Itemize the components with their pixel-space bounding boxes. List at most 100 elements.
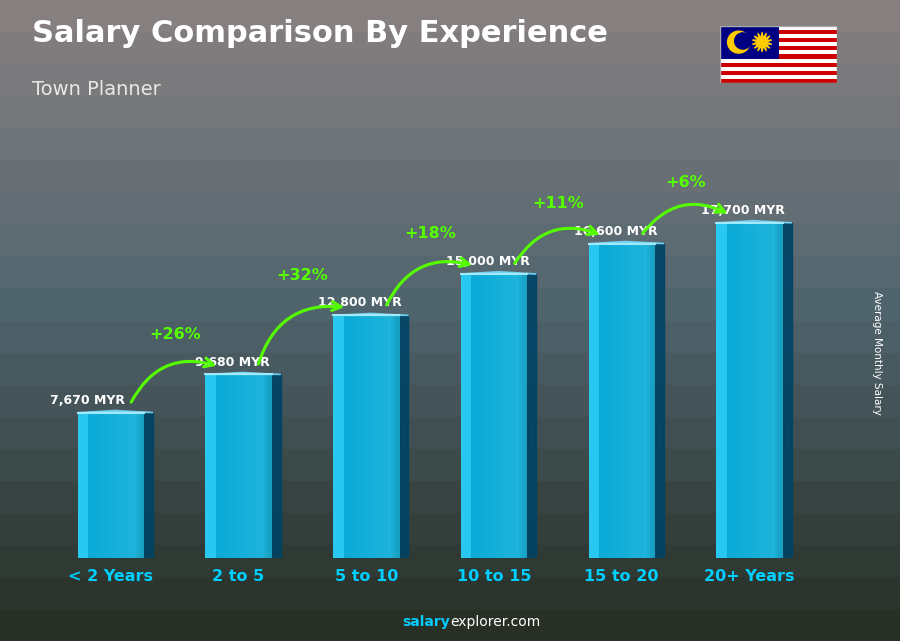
Bar xyxy=(80,413,83,558)
Bar xyxy=(266,374,269,558)
Bar xyxy=(730,222,733,558)
Bar xyxy=(631,244,634,558)
Bar xyxy=(720,38,837,42)
Bar xyxy=(612,244,616,558)
Bar xyxy=(720,26,778,58)
Bar xyxy=(525,274,527,558)
Polygon shape xyxy=(783,222,792,558)
Bar xyxy=(341,315,344,558)
Bar xyxy=(727,222,730,558)
Polygon shape xyxy=(752,32,772,52)
Polygon shape xyxy=(205,372,281,374)
Bar xyxy=(383,315,386,558)
Bar xyxy=(724,222,727,558)
Bar xyxy=(338,315,341,558)
Bar xyxy=(242,374,246,558)
Bar xyxy=(130,413,133,558)
Bar xyxy=(506,274,508,558)
Bar xyxy=(216,374,219,558)
Text: explorer.com: explorer.com xyxy=(450,615,540,629)
Bar xyxy=(737,222,741,558)
Bar xyxy=(517,274,519,558)
Bar xyxy=(96,413,99,558)
Bar xyxy=(756,222,759,558)
Text: Average Monthly Salary: Average Monthly Salary xyxy=(872,290,883,415)
Bar xyxy=(610,244,613,558)
Bar xyxy=(211,374,213,558)
Text: +26%: +26% xyxy=(148,327,201,342)
Bar xyxy=(720,26,837,29)
Bar xyxy=(482,274,485,558)
Polygon shape xyxy=(527,274,536,558)
Bar xyxy=(720,34,837,38)
Bar xyxy=(720,63,837,67)
Text: +32%: +32% xyxy=(276,268,328,283)
Bar xyxy=(256,374,258,558)
Bar xyxy=(141,413,144,558)
Text: +18%: +18% xyxy=(404,226,456,241)
Circle shape xyxy=(727,31,750,53)
Bar xyxy=(720,71,837,75)
Bar xyxy=(355,315,357,558)
Bar xyxy=(745,222,748,558)
Bar xyxy=(495,274,498,558)
Bar xyxy=(245,374,248,558)
Text: 7,670 MYR: 7,670 MYR xyxy=(50,394,125,406)
Bar xyxy=(86,413,88,558)
Bar xyxy=(466,274,469,558)
Bar xyxy=(102,413,104,558)
Bar xyxy=(99,413,102,558)
Bar xyxy=(719,222,722,558)
Bar xyxy=(770,222,772,558)
Polygon shape xyxy=(400,315,409,558)
Bar xyxy=(498,274,500,558)
Bar xyxy=(751,222,753,558)
Bar xyxy=(120,413,122,558)
Bar xyxy=(589,244,591,558)
Text: Town Planner: Town Planner xyxy=(32,80,160,99)
Bar xyxy=(511,274,514,558)
Bar xyxy=(772,222,775,558)
Bar xyxy=(720,54,837,58)
Bar xyxy=(720,75,837,79)
Bar xyxy=(720,58,837,63)
Bar xyxy=(133,413,136,558)
Bar xyxy=(639,244,642,558)
Bar xyxy=(599,244,602,558)
Bar xyxy=(373,315,375,558)
Bar xyxy=(764,222,767,558)
Bar xyxy=(716,222,719,558)
Text: 17,700 MYR: 17,700 MYR xyxy=(701,204,785,217)
Text: +6%: +6% xyxy=(665,175,706,190)
Polygon shape xyxy=(716,221,792,222)
Bar xyxy=(370,315,373,558)
Bar xyxy=(264,374,266,558)
Text: 9,680 MYR: 9,680 MYR xyxy=(194,356,269,369)
Bar xyxy=(636,244,639,558)
Bar xyxy=(128,413,130,558)
Bar xyxy=(503,274,506,558)
Text: 16,600 MYR: 16,600 MYR xyxy=(573,224,657,238)
Bar xyxy=(480,274,482,558)
Bar xyxy=(469,274,472,558)
Bar xyxy=(344,315,346,558)
Bar xyxy=(381,315,383,558)
Bar xyxy=(753,222,756,558)
Bar xyxy=(205,374,208,558)
Bar xyxy=(227,374,230,558)
Bar xyxy=(269,374,272,558)
Bar xyxy=(620,244,623,558)
Bar xyxy=(114,413,118,558)
Bar xyxy=(336,315,338,558)
Text: 12,800 MYR: 12,800 MYR xyxy=(318,297,401,310)
Bar xyxy=(591,244,594,558)
Bar xyxy=(628,244,631,558)
Bar xyxy=(386,315,389,558)
Bar xyxy=(485,274,488,558)
Bar xyxy=(647,244,650,558)
Bar xyxy=(615,244,618,558)
Bar xyxy=(91,413,94,558)
Polygon shape xyxy=(461,272,536,274)
Text: 15,000 MYR: 15,000 MYR xyxy=(446,255,529,268)
Bar xyxy=(250,374,253,558)
